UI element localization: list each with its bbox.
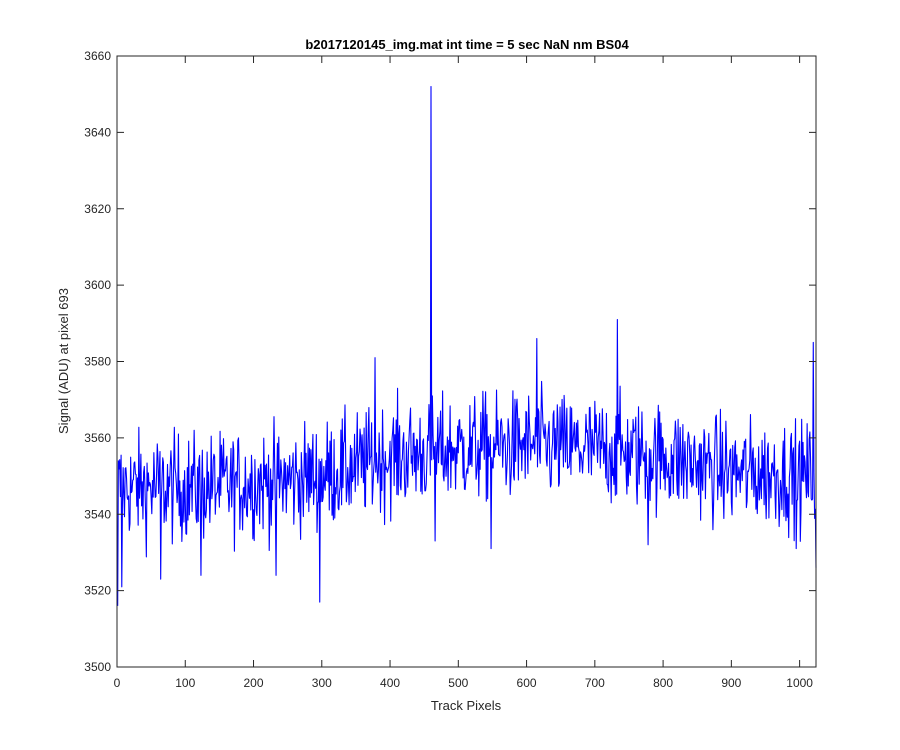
y-tick-label: 3600: [84, 278, 111, 292]
y-axis-label: Signal (ADU) at pixel 693: [56, 288, 71, 434]
x-tick-label: 400: [380, 676, 400, 690]
y-tick-label: 3500: [84, 660, 111, 674]
y-tick-label: 3640: [84, 125, 111, 139]
x-tick-label: 300: [312, 676, 332, 690]
y-tick-label: 3620: [84, 202, 111, 216]
x-axis: 0 100 200 300 400 500 600 700 800 900 1000: [114, 56, 813, 690]
x-tick-label: 100: [175, 676, 195, 690]
chart-title: b2017120145_img.mat int time = 5 sec NaN…: [305, 37, 629, 52]
x-tick-label: 700: [585, 676, 605, 690]
y-tick-label: 3540: [84, 507, 111, 521]
plot-background: [117, 56, 816, 667]
x-axis-label: Track Pixels: [431, 698, 502, 713]
x-tick-label: 0: [114, 676, 121, 690]
x-tick-label: 500: [448, 676, 468, 690]
x-tick-label: 900: [721, 676, 741, 690]
y-tick-label: 3660: [84, 49, 111, 63]
y-axis: 3500 3520 3540 3560 3580 3600 3620 3640 3660: [84, 49, 816, 674]
series-layer: [117, 86, 817, 606]
plot-area: [116, 55, 817, 668]
x-tick-label: 200: [244, 676, 264, 690]
y-tick-label: 3560: [84, 431, 111, 445]
x-tick-label: 600: [517, 676, 537, 690]
x-tick-label: 800: [653, 676, 673, 690]
y-tick-label: 3520: [84, 584, 111, 598]
y-tick-label: 3580: [84, 355, 111, 369]
x-tick-label: 1000: [786, 676, 813, 690]
signal-series-line: [117, 86, 817, 606]
